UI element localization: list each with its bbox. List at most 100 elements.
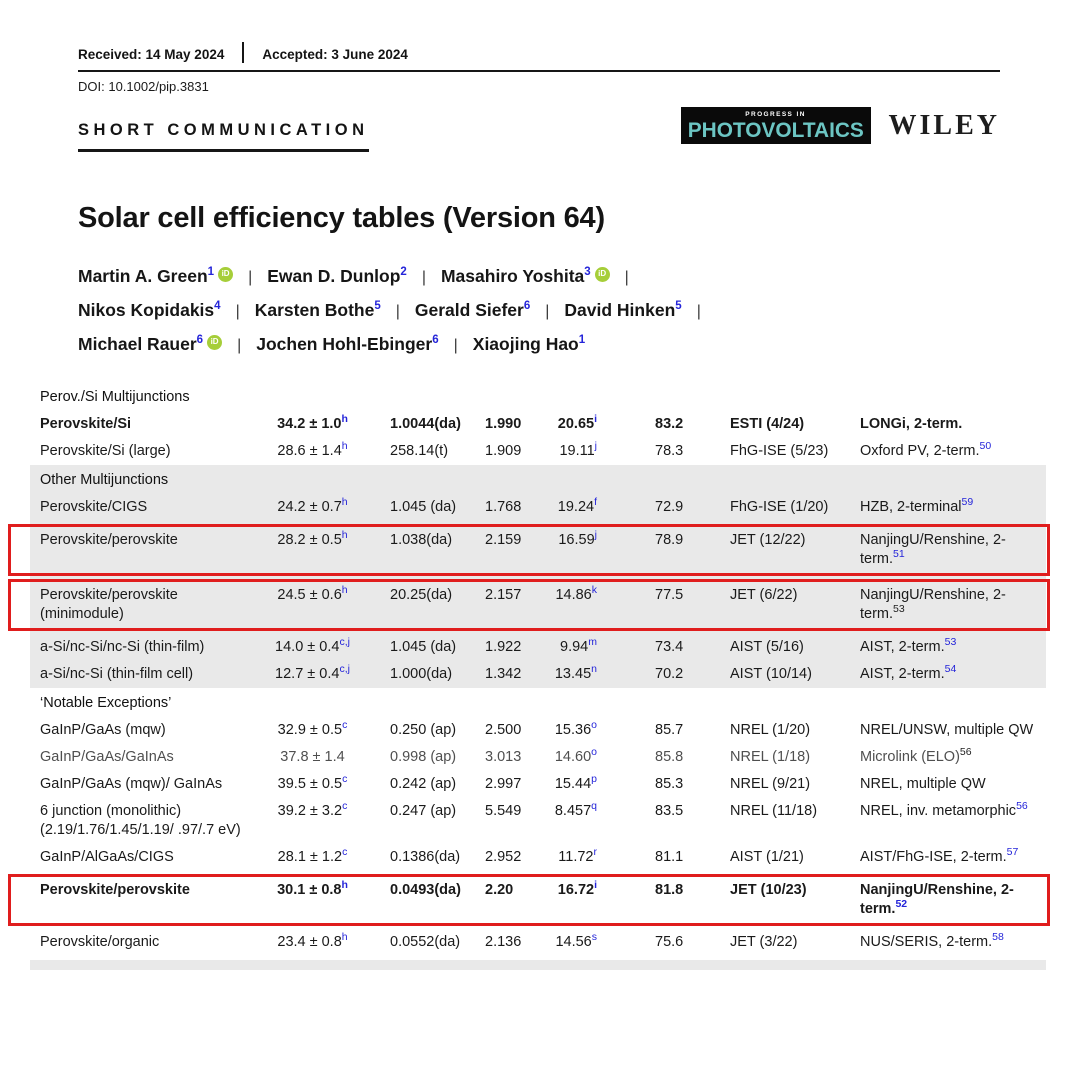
cell-fill-factor: 78.9 [655, 532, 684, 548]
author-name: David Hinken5 [564, 300, 682, 320]
cell-jsc: 15.44p [554, 773, 597, 792]
table-row: GaInP/AlGaAs/CIGS 28.1 ± 1.2c 0.1386(da) 2.… [30, 844, 1046, 871]
table-section: Other Multijunctions Perovskite/CIGS 24.2 … [8, 465, 1050, 688]
reference-link-superscript: c [342, 773, 348, 786]
cell-area: 1.038(da) [390, 532, 453, 548]
cell-classification: a-Si/nc-Si (thin-film cell) [40, 666, 194, 682]
affiliation-superscript: 4 [214, 300, 221, 313]
cell-fill-factor: 85.7 [655, 722, 684, 738]
reference-link-superscript: n [591, 663, 597, 676]
cell-classification: Perovskite/CIGS [40, 499, 148, 515]
table-section-label: Perov./Si Multijunctions [40, 389, 190, 405]
cell-classification: Perovskite/perovskite [40, 532, 178, 548]
cell-description: AIST, 2-term.53 [860, 636, 957, 655]
cell-fill-factor: 83.5 [655, 803, 684, 819]
table-row: Perovskite/organic 23.4 ± 0.8h 0.0552(da) 2… [30, 929, 1046, 956]
cell-efficiency: 32.9 ± 0.5c [277, 719, 348, 738]
orcid-icon[interactable]: iD [594, 266, 610, 282]
cell-description: NUS/SERIS, 2-term.58 [860, 931, 1004, 950]
reference-link-superscript[interactable]: 51 [893, 548, 905, 561]
orcid-icon[interactable]: iD [218, 266, 234, 282]
reference-link-superscript: h [341, 413, 348, 426]
reference-link-superscript: r [593, 846, 598, 859]
reference-link-superscript: o [591, 719, 597, 732]
affiliation-superscript: 6 [432, 334, 439, 347]
cell-efficiency: 28.2 ± 0.5h [277, 529, 348, 548]
journal-name: PHOTOVOLTAICS [687, 117, 864, 142]
cell-description: NanjingU/Renshine, 2-term.52 [860, 882, 1014, 917]
cell-classification: GaInP/GaAs (mqw)/ GaInAs [40, 776, 223, 792]
cell-area: 1.045 (da) [390, 499, 457, 515]
reference-link-superscript: h [341, 529, 348, 542]
cell-voc: 1.768 [485, 499, 522, 515]
cell-jsc: 19.24f [557, 496, 597, 515]
cell-voc: 1.922 [485, 639, 522, 655]
cell-fill-factor: 78.3 [655, 443, 684, 459]
cell-voc: 2.136 [485, 934, 522, 950]
reference-link-superscript[interactable]: 52 [895, 898, 908, 911]
reference-link-superscript[interactable]: 53 [944, 636, 957, 649]
cell-description: LONGi, 2-term. [860, 416, 963, 432]
table-section-label: ‘Notable Exceptions’ [40, 695, 172, 711]
cell-jsc: 20.65i [557, 413, 597, 432]
cell-description: NREL, inv. metamorphic56 [860, 800, 1028, 819]
cell-efficiency: 34.2 ± 1.0h [277, 413, 348, 432]
cell-test-centre: FhG-ISE (5/23) [730, 443, 829, 459]
journal-article-page: Received: 14 May 2024 Accepted: 3 June 2… [0, 42, 1080, 1079]
cell-efficiency: 39.2 ± 3.2c [277, 800, 348, 819]
page-title: Solar cell efficiency tables (Version 64… [78, 202, 605, 234]
table-row: GaInP/GaAs/GaInAs 37.8 ± 1.4 0.998 (ap) 3.0… [30, 744, 1046, 771]
cell-description: Microlink (ELO)56 [860, 746, 972, 765]
cell-efficiency: 39.5 ± 0.5c [277, 773, 348, 792]
author-separator: | [237, 337, 242, 354]
cell-voc: 5.549 [485, 803, 522, 819]
cell-area: 1.045 (da) [390, 639, 457, 655]
cell-area: 0.1386(da) [390, 849, 461, 865]
author-separator: | [545, 303, 550, 320]
cell-jsc: 14.86k [555, 584, 597, 603]
cell-fill-factor: 81.1 [655, 849, 684, 865]
cell-description: AIST, 2-term.54 [860, 663, 957, 682]
reference-link-superscript: p [591, 773, 597, 786]
reference-link-superscript: i [594, 879, 597, 892]
cell-description: NREL/UNSW, multiple QW [860, 722, 1034, 738]
table-section: ‘Notable Exceptions’ GaInP/GaAs (mqw) 32.9… [8, 688, 1050, 956]
reference-link-superscript: o [591, 746, 597, 759]
author-name: Martin A. Green1 iD [78, 266, 234, 286]
cell-test-centre: ESTI (4/24) [730, 416, 805, 432]
cell-voc: 2.997 [485, 776, 522, 792]
reference-link-superscript: c,j [339, 663, 350, 676]
orcid-icon[interactable]: iD [207, 334, 223, 350]
author-list: Martin A. Green1 iD | Ewan D. Dunlop2 | Masah… [78, 260, 1080, 362]
affiliation-superscript: 2 [400, 266, 407, 279]
author-line: Michael Rauer6 iD | Jochen Hohl-Ebinger6 | Xi… [78, 328, 1080, 362]
reference-link-superscript[interactable]: 50 [979, 440, 992, 453]
cell-jsc: 16.72i [557, 879, 597, 898]
cell-voc: 2.157 [485, 587, 522, 603]
cell-efficiency: 28.6 ± 1.4h [277, 440, 348, 459]
reference-link-superscript[interactable]: 57 [1006, 846, 1019, 859]
note-superscript: 53 [893, 603, 905, 616]
wiley-logo: WILEY [888, 109, 1000, 141]
cell-area: 0.242 (ap) [390, 776, 457, 792]
table-section-label: Other Multijunctions [40, 472, 169, 488]
cell-voc: 2.159 [485, 532, 522, 548]
reference-link-superscript: c [342, 719, 348, 732]
author-name: Karsten Bothe5 [254, 300, 381, 320]
cell-description: Oxford PV, 2-term.50 [860, 440, 992, 459]
reference-link-superscript[interactable]: 54 [944, 663, 957, 676]
author-name: Ewan D. Dunlop2 [267, 266, 407, 286]
author-name: Xiaojing Hao1 [472, 334, 586, 354]
cell-fill-factor: 81.8 [655, 882, 684, 898]
reference-link-superscript[interactable]: 59 [961, 496, 974, 509]
table-row-highlighted: Perovskite/perovskite (minimodule) 24.5 ±… [8, 579, 1050, 631]
cell-description: NREL, multiple QW [860, 776, 986, 792]
cell-jsc: 13.45n [554, 663, 597, 682]
next-section-strip [30, 960, 1046, 970]
cell-test-centre: JET (3/22) [730, 934, 798, 950]
table-row: Perovskite/Si (large) 28.6 ± 1.4h 258.14(t… [30, 438, 1046, 465]
reference-link-superscript[interactable]: 58 [992, 931, 1004, 944]
cell-test-centre: NREL (1/20) [730, 722, 811, 738]
cell-area: 0.0493(da) [390, 882, 461, 898]
reference-link-superscript[interactable]: 56 [1016, 800, 1028, 813]
